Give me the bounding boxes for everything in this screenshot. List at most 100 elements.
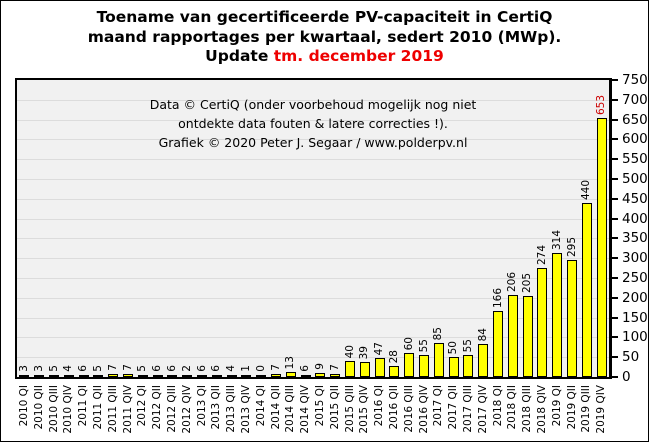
x-axis-label: 2019 QI [551, 385, 563, 427]
bar-value-label: 85 [432, 326, 444, 340]
y-axis-label: 0 [622, 369, 631, 385]
data-credit-line3: Grafiek © 2020 Peter J. Segaar / www.pol… [158, 135, 468, 150]
x-axis-label: 2018 QIV [536, 385, 548, 434]
gridline [17, 199, 609, 200]
x-axis-label: 2014 QIV [299, 385, 311, 434]
y-tick-mark [612, 198, 618, 200]
bar-value-label: 6 [210, 365, 222, 372]
bar-value-label: 7 [329, 364, 341, 371]
data-credit-line1: Data © CertiQ (onder voorbehoud mogelijk… [149, 97, 477, 112]
gridline [17, 298, 609, 299]
y-tick-mark [612, 376, 618, 378]
bar [493, 311, 503, 377]
x-axis-label: 2016 QIV [418, 385, 430, 434]
bar-value-label: 314 [551, 229, 563, 250]
x-axis-label: 2010 QII [33, 385, 45, 430]
bar-value-label: 60 [403, 336, 415, 350]
y-tick-mark [612, 158, 618, 160]
bar-value-label: 28 [388, 349, 400, 363]
bar-value-label: 4 [225, 365, 237, 372]
x-axis-label: 2011 QIV [122, 385, 134, 434]
bar-value-label: 84 [477, 327, 489, 341]
x-axis-label: 2015 QII [329, 385, 341, 430]
y-axis-label: 450 [622, 191, 648, 207]
x-axis-label: 2018 QIII [521, 385, 533, 433]
y-tick-mark [612, 237, 618, 239]
bar [64, 375, 74, 377]
bar-value-label: 50 [447, 340, 459, 354]
bar [478, 344, 488, 377]
bar [315, 373, 325, 377]
bar-value-label: 6 [166, 365, 178, 372]
bar-value-label: 55 [462, 338, 474, 352]
x-axis-label: 2010 QIV [62, 385, 74, 434]
x-axis-label: 2013 QIII [225, 385, 237, 433]
bar [301, 375, 311, 377]
x-axis-label: 2014 QIII [284, 385, 296, 433]
bar [19, 375, 29, 377]
y-tick-mark [612, 138, 618, 140]
bar-value-label: 206 [506, 271, 518, 292]
x-axis-label: 2011 QII [92, 385, 104, 430]
bar-value-label: 7 [270, 364, 282, 371]
bar [375, 358, 385, 377]
y-axis-label: 200 [622, 290, 648, 306]
bar-value-label: 9 [314, 363, 326, 370]
x-axis-label: 2019 QII [566, 385, 578, 430]
y-axis-label: 300 [622, 250, 648, 266]
gridline [17, 120, 609, 121]
y-axis-label: 50 [622, 349, 640, 365]
bar [567, 260, 577, 377]
chart-title: Toename van gecertificeerde PV-capacitei… [1, 8, 648, 67]
bar [330, 374, 340, 377]
y-tick-mark [612, 297, 618, 299]
bar-value-label: 653 [595, 94, 607, 115]
gridline [17, 337, 609, 338]
bar-value-label: 440 [580, 179, 592, 200]
bar [241, 375, 251, 377]
x-axis-label: 2016 QII [388, 385, 400, 430]
bar-value-label: 55 [418, 338, 430, 352]
x-axis-label: 2019 QIV [595, 385, 607, 434]
bar-value-label: 7 [122, 364, 134, 371]
gridline [17, 357, 609, 358]
bar [227, 375, 237, 377]
x-axis-label: 2012 QII [151, 385, 163, 430]
bar [182, 375, 192, 377]
bar [123, 374, 133, 377]
bar-value-label: 5 [48, 365, 60, 372]
bar [537, 268, 547, 377]
bar-value-label: 295 [566, 236, 578, 257]
bar-value-label: 5 [136, 365, 148, 372]
bar-value-label: 3 [18, 365, 30, 372]
bar [286, 372, 296, 377]
bar [138, 375, 148, 377]
bar [523, 296, 533, 377]
y-tick-mark [612, 218, 618, 220]
y-axis-label: 700 [622, 92, 648, 108]
y-axis-label: 150 [622, 310, 648, 326]
gridline [17, 159, 609, 160]
x-axis-label: 2013 QII [210, 385, 222, 430]
bar-value-label: 3 [33, 365, 45, 372]
bar-value-label: 39 [358, 345, 370, 359]
x-axis-label: 2013 QI [196, 385, 208, 427]
bar [582, 203, 592, 377]
bar [508, 295, 518, 377]
gridline [17, 100, 609, 101]
y-tick-mark [612, 178, 618, 180]
x-axis-label: 2017 QI [432, 385, 444, 427]
y-tick-mark [612, 119, 618, 121]
y-tick-mark [612, 336, 618, 338]
bar [434, 343, 444, 377]
gridline [17, 238, 609, 239]
x-axis-label: 2011 QIII [107, 385, 119, 433]
y-axis-label: 350 [622, 230, 648, 246]
bar [552, 253, 562, 377]
gridline [17, 278, 609, 279]
chart-title-line2: maand rapportages per kwartaal, sedert 2… [87, 27, 562, 46]
bar [167, 375, 177, 377]
x-axis-label: 2012 QIII [166, 385, 178, 433]
x-axis-label: 2017 QII [447, 385, 459, 430]
